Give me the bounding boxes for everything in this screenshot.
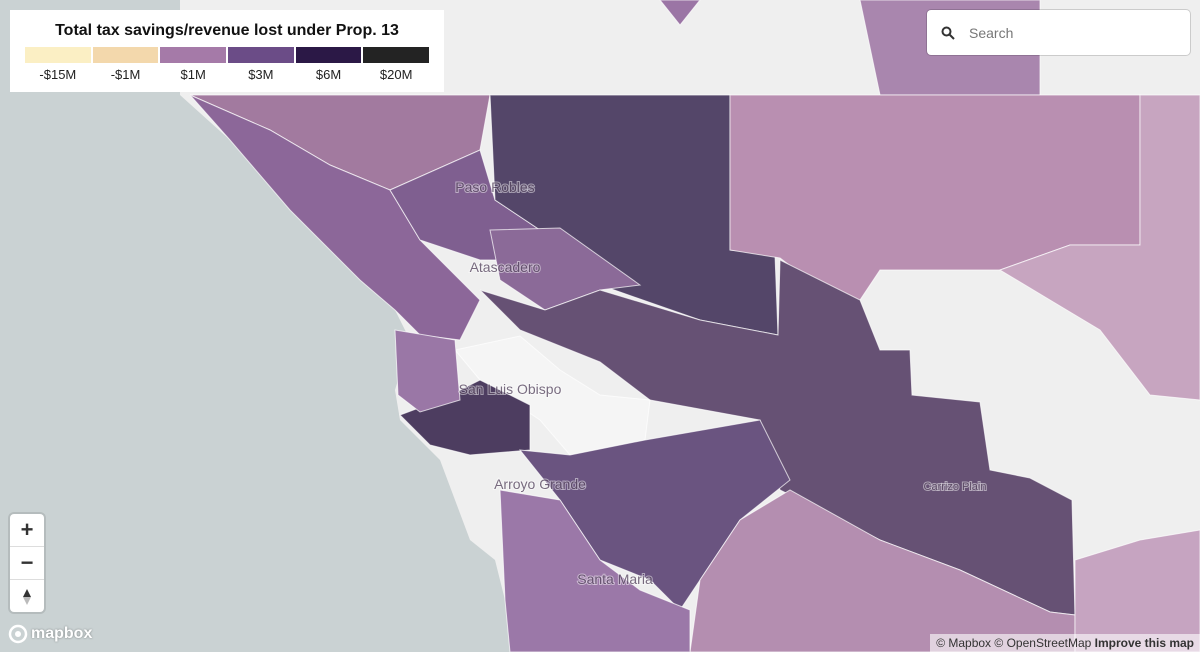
compass[interactable] <box>10 580 44 612</box>
place-label: Paso Robles <box>455 179 534 195</box>
legend-swatch <box>25 47 91 63</box>
legend-swatch <box>295 47 362 63</box>
legend-swatch <box>92 47 159 63</box>
improve-map[interactable]: Improve this map <box>1094 636 1194 650</box>
legend-item: $6M <box>295 47 362 82</box>
legend-label: -$15M <box>39 67 77 82</box>
legend-label: $20M <box>379 67 413 82</box>
legend-item: $20M <box>363 47 430 82</box>
place-label: Atascadero <box>470 259 541 275</box>
mapbox-logo[interactable]: mapbox <box>8 624 92 644</box>
legend-item: -$15M <box>25 47 91 82</box>
logo-icon <box>8 624 28 644</box>
legend-item: $1M <box>160 47 227 82</box>
search-box[interactable]: Search <box>927 10 1190 55</box>
place-label: Arroyo Grande <box>494 476 586 492</box>
legend-swatches: -$15M -$1M $1M $3M $6M $20M <box>25 47 430 82</box>
place-label: Carrizo Plain <box>924 481 987 493</box>
attribution-mapbox[interactable]: © Mapbox <box>936 636 992 650</box>
search-placeholder: Search <box>969 24 1014 41</box>
search-icon <box>941 26 955 40</box>
legend: Total tax savings/revenue lost under Pro… <box>10 10 444 92</box>
place-label: Santa Maria <box>577 571 653 587</box>
legend-label: $1M <box>180 67 206 82</box>
legend-label: $6M <box>315 67 342 82</box>
zoom-out[interactable]: − <box>10 547 44 580</box>
legend-swatch <box>228 47 294 63</box>
legend-item: -$1M <box>92 47 159 82</box>
legend-item: $3M <box>228 47 294 82</box>
legend-swatch <box>160 47 227 63</box>
legend-title: Total tax savings/revenue lost under Pro… <box>55 22 399 39</box>
place-labels: Paso Robles Atascadero San Luis Obispo Arro… <box>454 178 987 588</box>
zoom-in[interactable]: + <box>10 514 44 547</box>
attribution-osm[interactable]: © OpenStreetMap <box>994 636 1092 650</box>
legend-label: -$1M <box>110 67 141 82</box>
logo-text: mapbox <box>31 625 93 642</box>
zoom-control: + − <box>10 514 44 612</box>
regions <box>189 0 1200 652</box>
place-label: San Luis Obispo <box>459 381 562 397</box>
legend-swatch <box>363 47 430 63</box>
attribution: © Mapbox © OpenStreetMap Improve this ma… <box>930 634 1200 652</box>
legend-label: $3M <box>248 67 274 82</box>
